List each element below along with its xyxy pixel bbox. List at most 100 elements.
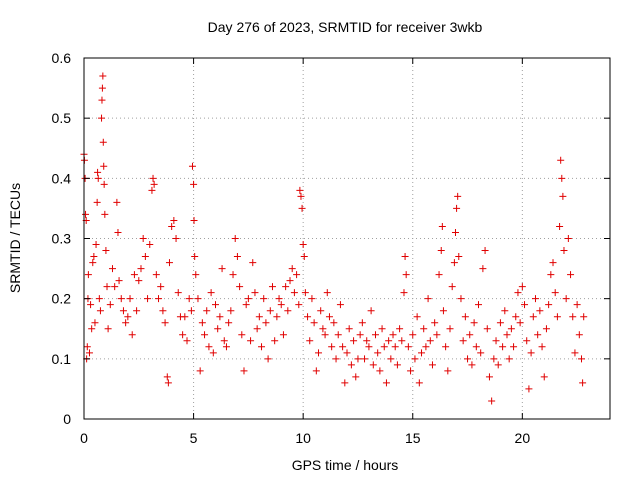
data-point	[231, 235, 239, 242]
data-point	[205, 343, 213, 351]
y-axis-title: SRMTID / TECUs	[7, 183, 23, 293]
data-point	[300, 253, 308, 261]
data-point	[428, 361, 436, 369]
data-point	[369, 361, 377, 369]
data-point	[501, 307, 509, 315]
data-point	[191, 253, 199, 261]
x-axis-title: GPS time / hours	[292, 457, 399, 473]
data-point	[148, 186, 156, 194]
data-point	[453, 204, 461, 212]
data-point	[525, 385, 533, 393]
data-point	[92, 241, 100, 249]
x-tick-label: 0	[80, 430, 88, 446]
data-point	[510, 343, 518, 351]
data-point	[295, 301, 303, 309]
data-point	[130, 271, 138, 279]
data-point	[534, 331, 542, 339]
data-point	[183, 337, 191, 345]
data-point	[461, 313, 469, 321]
data-point	[431, 319, 439, 327]
data-point	[332, 355, 340, 363]
data-point	[466, 331, 474, 339]
data-point	[216, 313, 224, 321]
data-point	[126, 295, 134, 303]
chart-title: Day 276 of 2023, SRMTID for receiver 3wk…	[208, 19, 483, 35]
data-point	[492, 337, 500, 345]
data-point	[398, 337, 406, 345]
data-point	[450, 259, 458, 267]
data-point	[152, 271, 160, 279]
data-point	[181, 313, 189, 321]
data-point	[141, 253, 149, 261]
data-point	[334, 331, 342, 339]
data-point	[251, 289, 259, 297]
data-point	[82, 210, 90, 218]
data-point	[358, 319, 366, 327]
data-point	[98, 114, 106, 122]
data-point	[407, 367, 415, 375]
data-point	[212, 301, 219, 309]
data-point	[94, 168, 102, 176]
data-point	[157, 283, 165, 291]
data-point	[575, 331, 583, 339]
data-point	[249, 259, 257, 267]
data-point	[521, 301, 529, 309]
data-point	[297, 192, 305, 200]
data-point	[170, 216, 178, 224]
data-point	[512, 313, 520, 321]
data-point	[516, 319, 524, 327]
x-tick-label: 5	[190, 430, 198, 446]
data-point	[380, 343, 388, 351]
data-point	[330, 319, 338, 327]
x-axis-ticks: 0 5 10 15 20	[80, 58, 530, 446]
data-point	[273, 313, 281, 321]
grid	[84, 58, 610, 419]
data-point	[84, 271, 92, 279]
data-point	[282, 283, 290, 291]
data-point	[451, 228, 459, 236]
data-point	[98, 84, 106, 92]
data-point	[113, 198, 121, 206]
data-point	[371, 331, 379, 339]
data-point	[253, 325, 261, 333]
data-point	[106, 301, 114, 309]
data-point	[117, 295, 125, 303]
data-point	[161, 319, 169, 327]
data-point	[88, 325, 96, 333]
data-point	[365, 343, 373, 351]
data-point	[229, 271, 237, 279]
data-point	[298, 204, 306, 212]
data-point	[96, 307, 104, 315]
data-point	[336, 301, 344, 309]
y-axis-ticks: 0 0.1 0.2 0.3 0.4 0.5 0.6	[52, 50, 610, 427]
data-point	[551, 289, 559, 297]
data-point	[578, 355, 586, 363]
data-point	[164, 379, 172, 387]
data-point	[507, 325, 515, 333]
data-point	[288, 265, 296, 273]
data-point	[99, 72, 107, 80]
data-point	[209, 349, 217, 357]
data-point	[470, 319, 478, 327]
data-point	[341, 379, 349, 387]
data-point	[103, 283, 111, 291]
data-point	[553, 313, 561, 321]
data-point	[496, 319, 504, 327]
data-point	[89, 259, 97, 267]
data-point	[499, 343, 507, 351]
data-point	[363, 337, 371, 345]
data-point	[194, 295, 202, 303]
data-point	[413, 313, 421, 321]
data-point	[98, 96, 106, 104]
data-point	[90, 253, 98, 261]
data-point	[108, 265, 116, 273]
y-tick-label: 0.4	[52, 170, 72, 186]
data-point	[198, 319, 206, 327]
data-point	[93, 198, 101, 206]
data-point	[420, 325, 428, 333]
data-point	[339, 343, 347, 351]
data-point	[503, 331, 511, 339]
data-point	[433, 331, 441, 339]
data-point	[218, 265, 226, 273]
